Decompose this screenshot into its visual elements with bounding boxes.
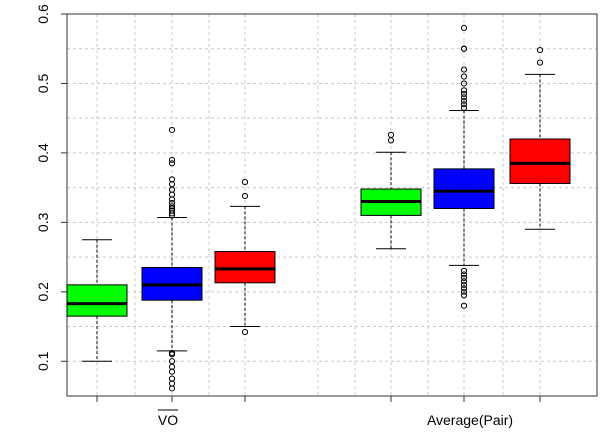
outlier-point: [460, 288, 468, 295]
outlier-point: [460, 274, 468, 282]
outlier-point: [460, 285, 468, 292]
box-1-0: [360, 131, 422, 250]
y-axis: 0.1 0.2 0.3 0.4 0.5 0.6: [35, 4, 541, 402]
outlier-point: [460, 66, 468, 73]
box-body: [509, 138, 571, 184]
outlier-point: [460, 80, 468, 87]
box-body: [214, 251, 276, 284]
category-label-1: Average(Pair): [427, 412, 513, 428]
category-label-0: VO: [158, 412, 178, 428]
plot-frame: [66, 13, 598, 397]
box-1-2: [509, 47, 571, 230]
outlier-point: [460, 281, 468, 288]
outlier-point: [168, 375, 176, 382]
box-0-1: [141, 126, 203, 392]
outlier-point: [387, 131, 395, 138]
outlier-point: [460, 101, 468, 108]
outlier-point: [241, 192, 249, 200]
outlier-point: [168, 199, 176, 207]
box-1-1: [433, 24, 495, 309]
outlier-point: [460, 104, 468, 111]
outlier-point: [168, 160, 176, 167]
outlier-point: [460, 271, 468, 278]
outlier-point: [241, 329, 249, 336]
outlier-point: [168, 176, 176, 183]
outlier-point: [460, 97, 468, 104]
y-tick-label: 0.6: [35, 4, 51, 24]
outlier-point: [460, 87, 468, 94]
outlier-point: [168, 207, 176, 214]
y-tick-label: 0.5: [35, 74, 51, 94]
box-layer: [66, 24, 571, 392]
outlier-point: [460, 73, 468, 80]
outlier-point: [460, 94, 468, 101]
outlier-point: [536, 47, 544, 54]
y-tick-label: 0.1: [35, 351, 51, 371]
outlier-point: [460, 90, 468, 97]
outlier-point: [460, 278, 468, 285]
outlier-point: [460, 24, 468, 31]
box-body: [66, 284, 128, 317]
outlier-point: [460, 267, 468, 275]
box-0-0: [66, 239, 128, 362]
outlier-point: [241, 178, 249, 186]
outlier-point: [168, 358, 176, 365]
outlier-point: [168, 349, 176, 357]
category-labels: VO Average(Pair): [157, 409, 513, 428]
box-body: [433, 168, 495, 209]
outlier-point: [168, 126, 176, 134]
outlier-point: [460, 292, 468, 299]
outlier-point: [536, 59, 544, 66]
y-tick-label: 0.2: [35, 282, 51, 302]
outlier-point: [460, 302, 468, 309]
outlier-point: [460, 45, 468, 52]
box-0-2: [214, 178, 276, 336]
outlier-point: [168, 156, 176, 163]
y-tick-label: 0.4: [35, 143, 51, 163]
y-tick-label: 0.3: [35, 212, 51, 232]
outlier-point: [168, 203, 176, 210]
grid-layer: [66, 14, 598, 396]
